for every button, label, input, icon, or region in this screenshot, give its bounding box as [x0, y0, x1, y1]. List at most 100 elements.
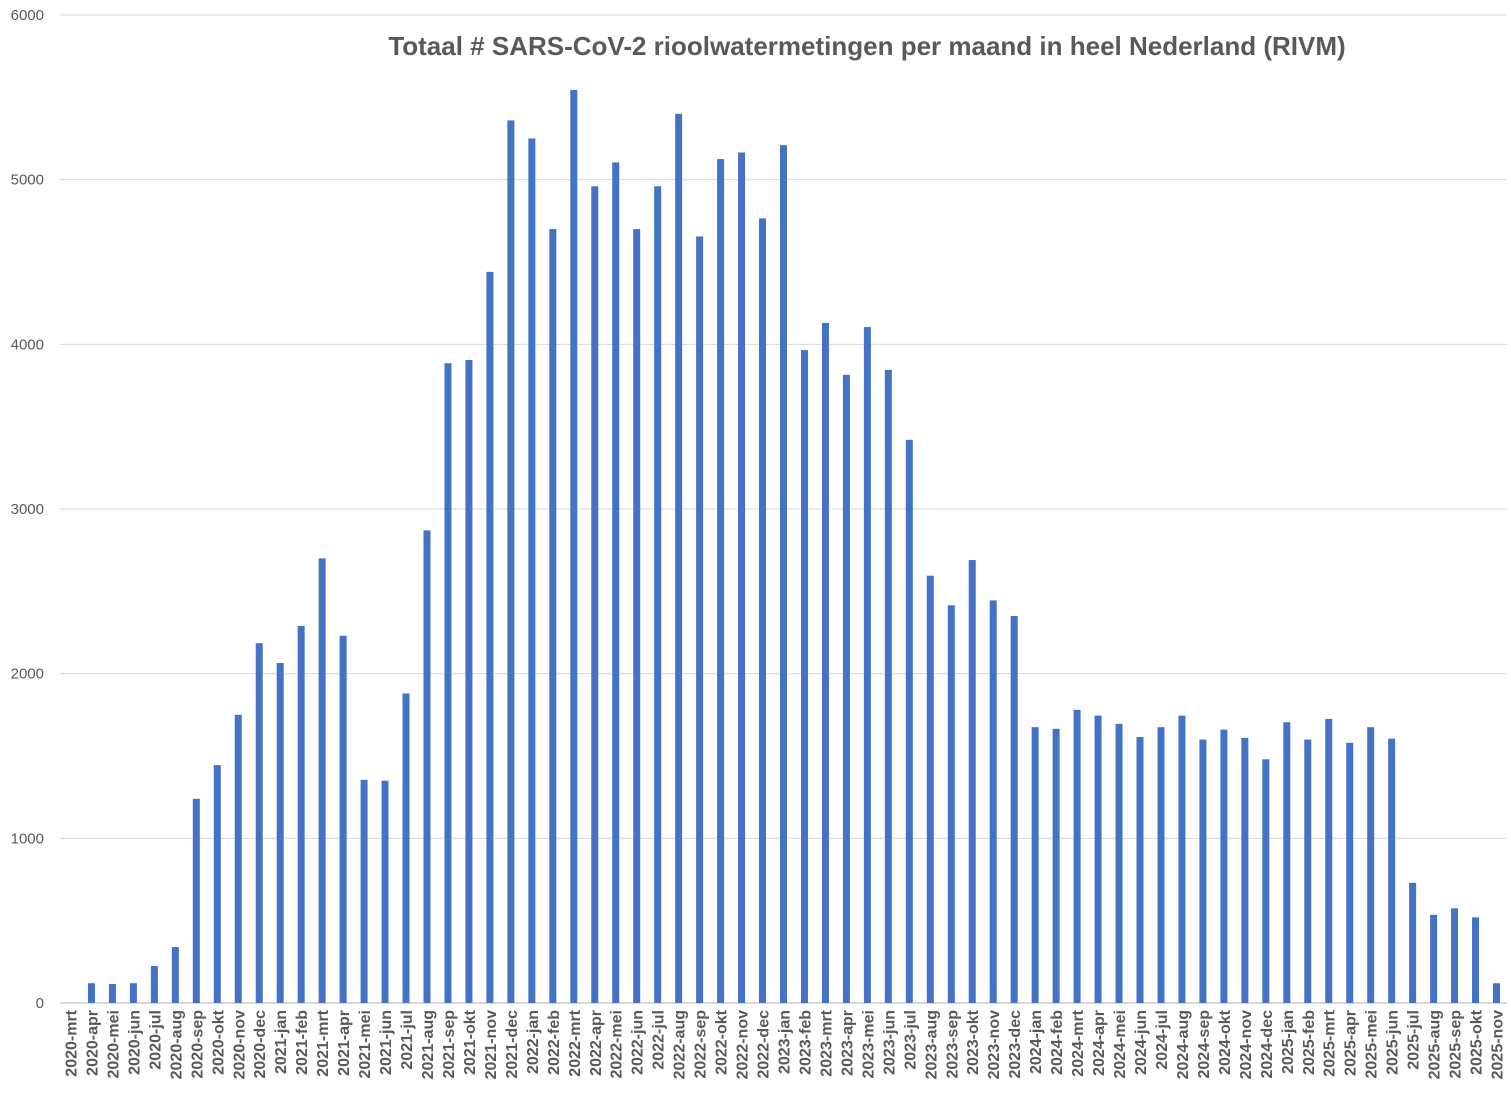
bar-2023-sep	[947, 605, 955, 1003]
bar-2024-jan	[1031, 727, 1039, 1003]
x-tick-label: 2025-okt	[1469, 1009, 1486, 1075]
x-tick-label: 2024-dec	[1259, 1010, 1276, 1079]
x-tick-label: 2024-mei	[1112, 1010, 1129, 1079]
x-tick-label: 2024-apr	[1091, 1010, 1108, 1076]
bar-2025-sep	[1451, 908, 1459, 1003]
bar-2021-mei	[360, 779, 368, 1003]
bar-2024-apr	[1094, 715, 1102, 1003]
y-tick-label: 6000	[11, 7, 44, 24]
x-tick-label: 2022-okt	[714, 1009, 731, 1075]
x-tick-label: 2020-jul	[147, 1010, 164, 1070]
bar-2025-jan	[1283, 722, 1291, 1003]
y-tick-label: 3000	[11, 501, 44, 518]
x-tick-label: 2023-okt	[965, 1009, 982, 1075]
x-tick-label: 2021-sep	[441, 1010, 458, 1079]
bar-2022-feb	[549, 229, 557, 1004]
x-tick-label: 2020-mei	[105, 1010, 122, 1079]
x-tick-label: 2022-dec	[756, 1010, 773, 1079]
y-tick-label: 0	[36, 995, 44, 1012]
bar-2023-okt	[968, 560, 976, 1003]
bar-2020-okt	[213, 765, 221, 1003]
bar-2025-mrt	[1325, 718, 1333, 1003]
bar-2025-aug	[1430, 914, 1438, 1003]
bar-2022-jan	[528, 138, 536, 1003]
x-tick-label: 2025-mei	[1364, 1010, 1381, 1079]
x-tick-label: 2020-apr	[84, 1010, 101, 1076]
x-tick-label: 2020-aug	[168, 1010, 185, 1079]
x-tick-label: 2025-aug	[1427, 1010, 1444, 1079]
chart-title: Totaal # SARS-CoV-2 rioolwatermetingen p…	[388, 31, 1345, 61]
x-tick-label: 2022-jan	[525, 1010, 542, 1074]
x-tick-label: 2021-jun	[378, 1010, 395, 1075]
x-tick-label: 2021-okt	[462, 1009, 479, 1075]
bar-2020-apr	[87, 983, 95, 1003]
bar-2020-aug	[171, 947, 179, 1003]
bar-2022-okt	[717, 159, 725, 1004]
bar-2020-sep	[192, 798, 200, 1003]
x-tick-label: 2025-apr	[1343, 1010, 1360, 1076]
bar-2023-nov	[989, 600, 997, 1003]
bar-2022-nov	[738, 152, 746, 1003]
x-tick-label: 2020-dec	[252, 1010, 269, 1079]
bar-2023-apr	[842, 374, 850, 1004]
bar-2024-okt	[1220, 729, 1228, 1003]
x-tick-label: 2025-jan	[1280, 1010, 1297, 1074]
bar-2024-sep	[1199, 739, 1207, 1003]
x-tick-label: 2020-okt	[210, 1009, 227, 1075]
bar-2024-feb	[1052, 728, 1060, 1003]
x-tick-label: 2021-apr	[336, 1010, 353, 1076]
bar-2024-jun	[1136, 737, 1144, 1003]
x-tick-label: 2024-nov	[1238, 1010, 1255, 1079]
x-tick-label: 2022-mrt	[567, 1009, 584, 1076]
x-tick-label: 2023-jan	[777, 1010, 794, 1074]
x-tick-label: 2021-nov	[483, 1010, 500, 1079]
x-tick-label: 2020-sep	[189, 1010, 206, 1079]
bar-2021-feb	[297, 625, 305, 1003]
x-tick-label: 2022-jul	[651, 1010, 668, 1070]
bar-2022-sep	[696, 236, 704, 1003]
bar-2023-feb	[800, 350, 808, 1003]
x-tick-label: 2024-sep	[1196, 1010, 1213, 1079]
y-tick-label: 4000	[11, 336, 44, 353]
x-tick-label: 2024-feb	[1049, 1010, 1066, 1075]
bar-2022-mrt	[570, 89, 578, 1003]
y-tick-label: 2000	[11, 666, 44, 683]
y-tick-label: 5000	[11, 172, 44, 189]
x-tick-label: 2021-aug	[420, 1010, 437, 1079]
x-tick-label: 2024-jan	[1028, 1010, 1045, 1074]
y-tick-label: 1000	[11, 830, 44, 847]
bar-2023-aug	[926, 575, 934, 1003]
bar-2021-jun	[381, 780, 389, 1003]
x-tick-label: 2025-jun	[1385, 1010, 1402, 1075]
bar-2024-nov	[1241, 737, 1249, 1003]
y-axis-ticks: 0 1000 2000 3000 4000 5000 6000	[11, 7, 44, 1012]
bar-2021-jan	[276, 662, 284, 1003]
bar-2023-jul	[905, 439, 913, 1004]
bar-2025-feb	[1304, 739, 1312, 1003]
x-tick-label: 2021-jul	[399, 1010, 416, 1070]
bar-2021-apr	[339, 635, 347, 1003]
bar-2022-jul	[654, 186, 662, 1004]
bar-2025-jun	[1388, 738, 1396, 1003]
x-tick-label: 2023-aug	[923, 1010, 940, 1079]
bar-2025-mei	[1367, 727, 1375, 1003]
x-tick-label: 2022-sep	[693, 1010, 710, 1079]
bar-2021-dec	[507, 120, 515, 1004]
bar-2025-jul	[1409, 882, 1417, 1003]
x-tick-label: 2025-nov	[1490, 1010, 1507, 1079]
x-tick-label: 2021-mrt	[315, 1009, 332, 1076]
x-axis-ticks: 2020-mrt 2020-apr 2020-mei 2020-jun 2020-jul…	[63, 1009, 1506, 1079]
x-tick-label: 2024-okt	[1217, 1009, 1234, 1075]
x-tick-label: 2020-jun	[126, 1010, 143, 1075]
x-tick-label: 2022-jun	[630, 1010, 647, 1075]
bar-2023-mei	[863, 327, 871, 1003]
bar-2020-jun	[129, 983, 137, 1003]
x-tick-label: 2025-mrt	[1322, 1009, 1339, 1076]
bar-2020-nov	[234, 714, 242, 1003]
bar-2025-okt	[1472, 917, 1480, 1003]
bar-2022-jun	[633, 229, 641, 1004]
bar-2024-mei	[1115, 723, 1123, 1003]
x-tick-label: 2023-dec	[1007, 1010, 1024, 1079]
x-tick-label: 2024-mrt	[1070, 1009, 1087, 1076]
bar-2023-jun	[884, 369, 892, 1003]
